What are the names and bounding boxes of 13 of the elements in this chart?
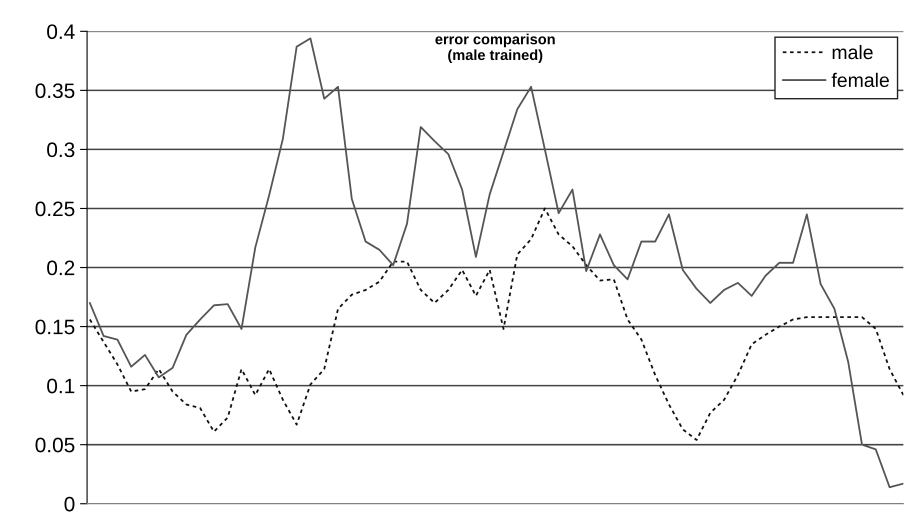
line-series xyxy=(88,208,904,441)
y-tick-label: 0.35 xyxy=(36,83,74,98)
y-tick-label: 0.15 xyxy=(36,320,74,334)
y-tick-label: 0.4 xyxy=(47,24,75,40)
y-tick-label: 0.3 xyxy=(47,142,74,158)
y-tick-label: 0 xyxy=(64,496,74,512)
y-tick-label: 0.25 xyxy=(36,201,74,216)
y-tick-label: 0.1 xyxy=(47,378,74,394)
legend-label: male xyxy=(832,44,873,60)
y-tick-label: 0.2 xyxy=(47,260,74,276)
text: error comparison (male trained) xyxy=(435,34,555,63)
legend-label: female xyxy=(832,72,889,88)
y-tick-label: 0.05 xyxy=(36,438,74,452)
